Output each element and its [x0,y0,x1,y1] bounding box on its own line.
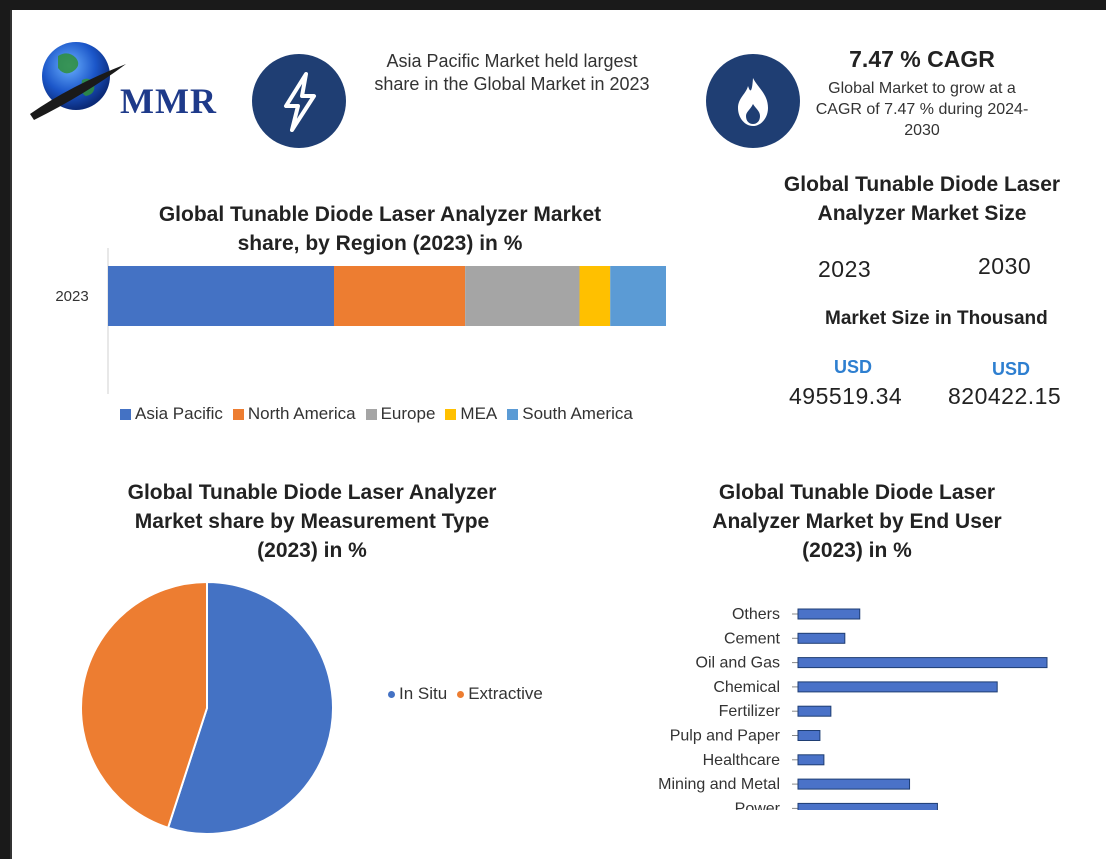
logo-text: MMR [120,81,217,121]
enduser-label-power: Power [735,800,781,810]
enduser-label-healthcare: Healthcare [703,752,780,769]
flame-icon [738,78,768,126]
market-size-subtitle: Market Size in Thousand [825,308,1048,329]
region-info-text: Asia Pacific Market held largest share i… [374,51,650,94]
legend-extractive: Extractive [457,684,543,704]
enduser-label-others: Others [732,606,780,623]
legend-swatch [445,408,457,420]
legend-label: Europe [380,404,436,423]
legend-mea: MEA [445,404,497,424]
legend-europe: Europe [365,404,436,424]
year-2030: 2030 [978,253,1032,279]
legend-swatch [232,408,244,420]
year-2023: 2023 [818,256,872,282]
enduser-bar-others [797,608,861,620]
enduser-bar-healthcare [797,754,825,766]
usd-label-2030: USD [992,359,1031,379]
cagr-title: 7.47 % CAGR [849,46,995,72]
region-bar-europe [465,266,580,326]
region-bar-south-america [610,266,666,326]
lightning-icon [284,72,316,132]
lightning-badge [252,54,346,148]
legend-label: Extractive [468,684,543,703]
legend-north-america: North America [232,404,356,424]
market-size-title: Global Tunable Diode Laser Analyzer Mark… [783,173,1061,225]
enduser-bar-fertilizer [797,705,832,717]
usd-label-2023: USD [834,357,873,377]
legend-swatch [365,408,377,420]
pie-slice-extractive [80,580,208,830]
infographic-card: MMR Asia Pacific Market held largest sha… [10,10,1106,859]
enduser-bar-pulp-and-paper [797,730,821,741]
legend-swatch [120,408,131,420]
cagr-text: Global Market to grow at a CAGR of 7.47 … [815,80,1029,139]
legend-label: North America [247,404,356,423]
region-category-label: 2023 [55,288,88,305]
pie-legend: In Situ Extractive [388,684,553,704]
legend-label: In Situ [399,684,448,703]
enduser-label-oil-and-gas: Oil and Gas [696,655,780,672]
legend-asia-pacific: Asia Pacific [120,404,223,424]
region-bar-north-america [333,266,466,326]
value-2023: 495519.34 [789,383,903,409]
pie-slice-in-situ [166,580,334,835]
legend-label: MEA [460,404,498,423]
enduser-chart: Others Cement Oil and Gas Chemical Fertilize… [658,606,1048,810]
enduser-label-mining-and-metal: Mining and Metal [658,776,780,793]
region-bar-mea [579,266,611,326]
enduser-label-fertilizer: Fertilizer [719,703,781,720]
enduser-label-pulp-and-paper: Pulp and Paper [670,728,781,745]
enduser-bar-cement [797,632,846,644]
enduser-bar-oil-and-gas [797,657,1048,669]
enduser-label-chemical: Chemical [713,679,780,696]
legend-south-america: South America [507,404,633,424]
pie-chart [80,580,334,835]
legend-in-situ: In Situ [388,684,447,704]
region-chart: 2023 [55,248,666,394]
globe-icon [30,42,126,120]
enduser-bar-chemical [797,681,998,693]
region-legend: Asia Pacific North America Europe MEA South … [120,404,760,425]
region-bar-asia-pacific [108,266,334,326]
region-chart-title: Global Tunable Diode Laser Analyzer Mark… [158,203,602,255]
value-2030: 820422.15 [948,383,1062,409]
legend-label: Asia Pacific [135,404,223,423]
legend-label: South America [522,404,633,423]
legend-swatch [507,408,519,420]
flame-badge [706,54,800,148]
enduser-bar-mining-and-metal [797,778,911,790]
legend-dot [457,690,465,698]
enduser-label-cement: Cement [724,630,781,647]
enduser-bar-power [797,802,938,810]
enduser-chart-title: Global Tunable Diode Laser Analyzer Mark… [712,481,1002,562]
mmr-logo: MMR [24,36,234,126]
legend-dot [388,690,395,698]
pie-chart-title: Global Tunable Diode Laser Analyzer Mark… [127,481,497,562]
